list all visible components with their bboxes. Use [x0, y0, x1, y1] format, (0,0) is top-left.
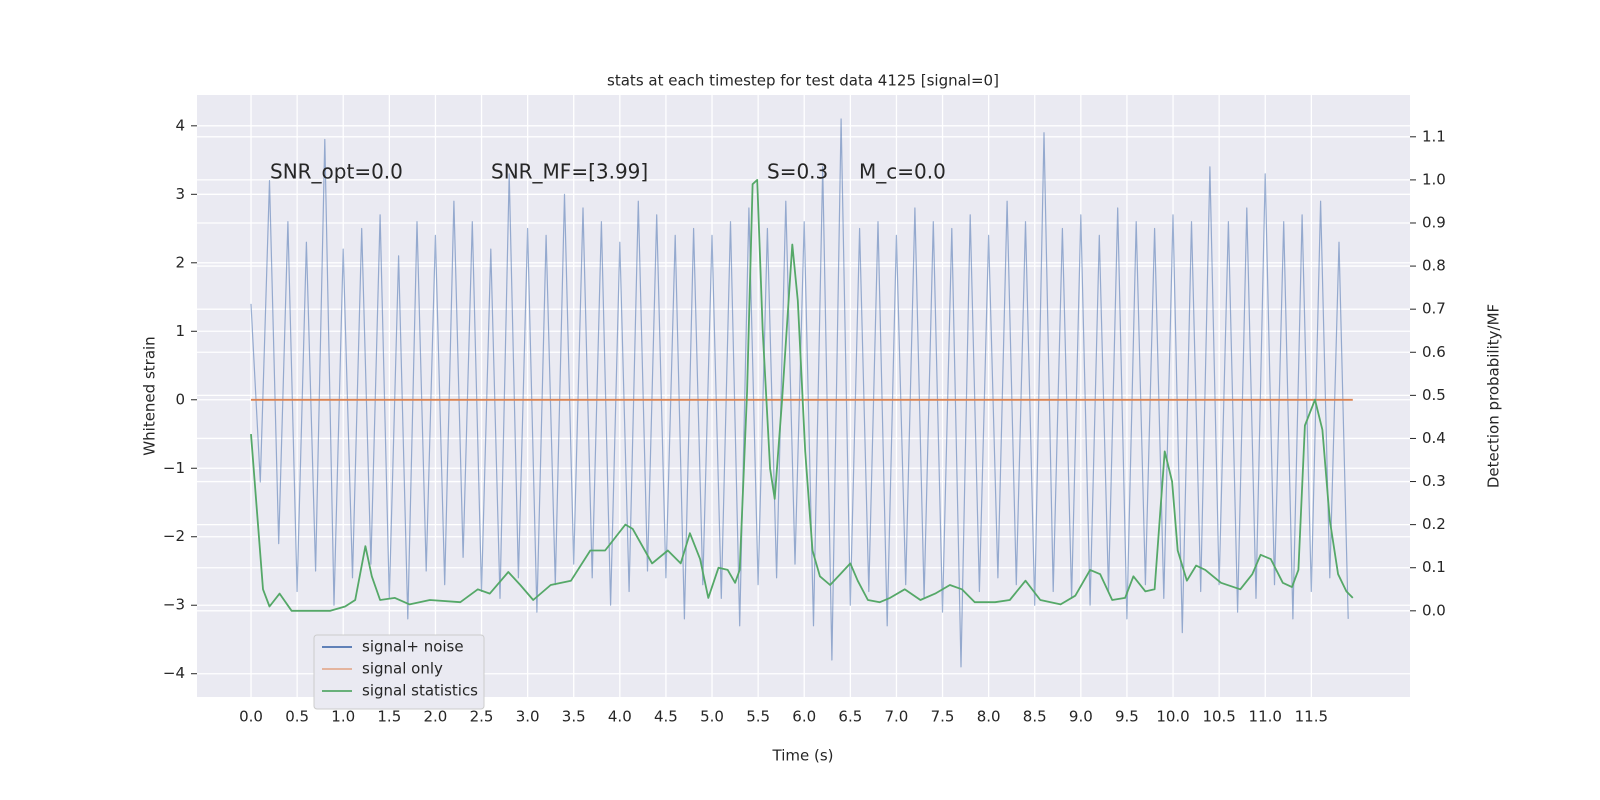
x-tick-label: 9.5 — [1115, 708, 1139, 726]
annotation: SNR_MF=[3.99] — [491, 160, 648, 184]
y2-tick-label: 0.2 — [1422, 515, 1446, 533]
x-tick-label: 8.0 — [977, 708, 1001, 726]
legend-box — [313, 634, 485, 710]
x-tick-label: 10.0 — [1156, 708, 1189, 726]
y2-tick-label: 0.4 — [1422, 429, 1446, 447]
y-tick-label: 1 — [175, 322, 185, 340]
x-tick-label: 7.0 — [885, 708, 909, 726]
y2-tick-label: 0.6 — [1422, 343, 1446, 361]
annotation: M_c=0.0 — [859, 160, 946, 184]
x-tick-label: 6.5 — [838, 708, 862, 726]
y2-tick-label: 0.5 — [1422, 386, 1446, 404]
annotation: S=0.3 — [767, 160, 828, 184]
y-axis-label: Whitened strain — [141, 336, 159, 455]
x-tick-label: 3.0 — [516, 708, 540, 726]
legend-label: signal statistics — [362, 682, 478, 700]
y2-tick-label: 0.8 — [1422, 257, 1446, 275]
x-tick-label: 2.0 — [424, 708, 448, 726]
x-tick-label: 3.5 — [562, 708, 586, 726]
y2-tick-label: 0.0 — [1422, 601, 1446, 619]
x-tick-label: 0.5 — [285, 708, 309, 726]
x-tick-label: 9.0 — [1069, 708, 1093, 726]
x-tick-label: 5.5 — [746, 708, 770, 726]
x-tick-label: 7.5 — [931, 708, 955, 726]
y-tick-label: −1 — [163, 459, 185, 477]
x-tick-label: 11.5 — [1295, 708, 1328, 726]
x-axis-label: Time (s) — [772, 747, 834, 765]
legend-label: signal+ noise — [362, 638, 464, 656]
y2-tick-label: 0.7 — [1422, 300, 1446, 318]
y2-tick-label: 0.9 — [1422, 213, 1446, 231]
x-tick-label: 4.5 — [654, 708, 678, 726]
x-tick-label: 0.0 — [239, 708, 263, 726]
y-tick-label: −4 — [163, 664, 185, 682]
x-tick-label: 10.5 — [1202, 708, 1235, 726]
x-tick-label: 5.0 — [700, 708, 724, 726]
series-line — [250, 118, 1349, 668]
y-tick-label: 3 — [175, 185, 185, 203]
x-tick-label: 1.0 — [331, 708, 355, 726]
x-tick-label: 6.0 — [792, 708, 816, 726]
y2-tick-label: 0.3 — [1422, 472, 1446, 490]
x-tick-label: 2.5 — [470, 708, 494, 726]
y-tick-label: 0 — [175, 390, 185, 408]
y2-tick-label: 1.1 — [1422, 127, 1446, 145]
y2-tick-label: 0.1 — [1422, 558, 1446, 576]
x-tick-label: 11.0 — [1249, 708, 1282, 726]
y-tick-label: −3 — [163, 596, 185, 614]
annotation: SNR_opt=0.0 — [270, 160, 403, 184]
y-tick-label: −2 — [163, 527, 185, 545]
x-tick-label: 4.0 — [608, 708, 632, 726]
y-tick-label: 2 — [175, 253, 185, 271]
y2-axis-label: Detection probability/MF — [1485, 304, 1503, 488]
x-tick-label: 1.5 — [377, 708, 401, 726]
series-line — [250, 179, 1354, 612]
y-tick-label: 4 — [175, 116, 185, 134]
y2-tick-label: 1.0 — [1422, 170, 1446, 188]
chart-title: stats at each timestep for test data 412… — [607, 72, 999, 90]
legend-label: signal only — [362, 660, 443, 678]
x-tick-label: 8.5 — [1023, 708, 1047, 726]
